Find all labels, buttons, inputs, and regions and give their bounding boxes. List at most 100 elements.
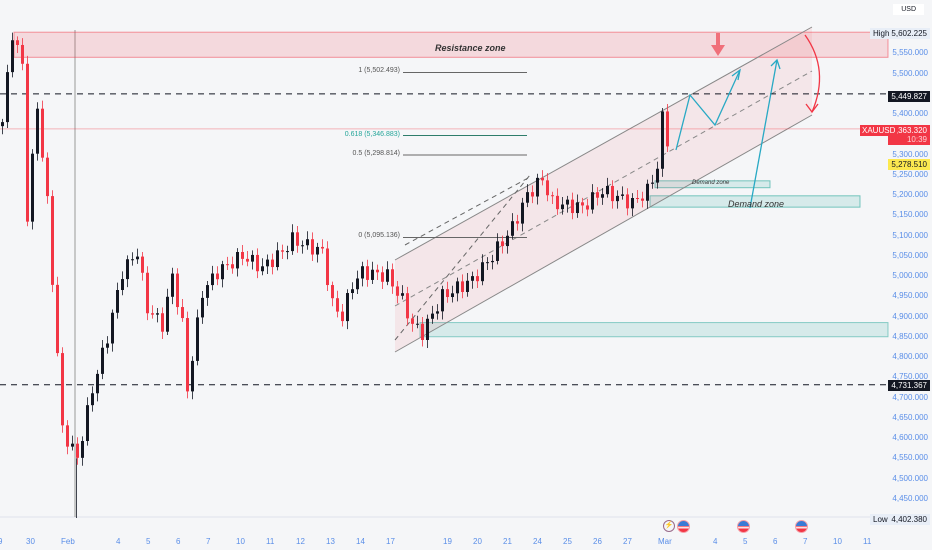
fib-level-label: 0.618 (5,346.883): [344, 130, 400, 138]
us-event-icon[interactable]: [795, 520, 808, 533]
candle-body: [461, 281, 464, 292]
level-upper-tag: 5,449.827: [888, 91, 930, 102]
candle-body: [291, 232, 294, 252]
candle-body: [201, 297, 204, 318]
candle-body: [126, 259, 129, 280]
event-flash-icon[interactable]: ⚡: [663, 520, 675, 532]
price-tick: 4,500.000: [892, 473, 928, 483]
candle-body: [531, 192, 534, 197]
candle-body: [336, 298, 339, 312]
candle-body: [356, 278, 359, 290]
candle-body: [581, 202, 584, 206]
price-tick: 5,550.000: [892, 48, 928, 58]
time-tick: 6: [773, 537, 778, 546]
resistance-zone-label: Resistance zone: [435, 43, 506, 53]
candle-body: [586, 205, 589, 210]
candle-body: [191, 360, 194, 392]
price-tick: 4,750.000: [892, 372, 928, 382]
demand-zone-small: [654, 180, 771, 189]
time-tick: 17: [386, 537, 395, 546]
candle-body: [16, 40, 19, 45]
candle-body: [321, 246, 324, 249]
price-tick: 4,850.000: [892, 331, 928, 341]
candle-body: [511, 221, 514, 236]
channel-upper: [394, 26, 813, 261]
time-tick: 11: [863, 537, 872, 546]
candle-body: [496, 241, 499, 261]
candle-body: [346, 293, 349, 322]
candle-body: [536, 177, 539, 197]
candle-body: [306, 239, 309, 246]
candle-body: [141, 256, 144, 273]
candle-body: [71, 443, 74, 447]
candle-body: [656, 168, 659, 183]
trend-dashed: [404, 176, 531, 246]
us-event-icon[interactable]: [677, 520, 690, 533]
candle-body: [621, 194, 624, 196]
candle-body: [326, 248, 329, 286]
demand-zone-small-label: Demand zone: [692, 180, 730, 186]
us-event-icon[interactable]: [737, 520, 750, 533]
candle-body: [551, 195, 554, 197]
price-tick: 4,450.000: [892, 493, 928, 503]
price-tick: 4,800.000: [892, 352, 928, 361]
candle-body: [251, 254, 254, 262]
price-tick: 5,050.000: [892, 250, 928, 260]
current-price-tag: 5,363.320 10:39: [888, 125, 930, 145]
price-tick: 5,150.000: [892, 210, 928, 220]
time-tick: 7: [206, 537, 211, 546]
price-tick: 5,500.000: [892, 68, 928, 78]
candle-body: [481, 262, 484, 282]
candle-body: [311, 239, 314, 255]
symbol-tag: XAUUSD: [860, 125, 898, 136]
currency-label[interactable]: USD: [893, 4, 924, 15]
yellow-price-tag: 5,278.510: [888, 159, 930, 170]
candle-body: [261, 266, 264, 272]
time-tick: 30: [26, 537, 35, 546]
candle-body: [246, 258, 249, 262]
candle-body: [561, 204, 564, 210]
candle-body: [406, 293, 409, 319]
candle-body: [86, 405, 89, 442]
candle-body: [411, 318, 414, 324]
candle-body: [491, 260, 494, 263]
candle-body: [341, 311, 344, 322]
candle-body: [171, 273, 174, 297]
reversal-arrow: [804, 34, 821, 113]
time-tick: 27: [623, 537, 632, 546]
time-tick: 13: [326, 537, 335, 546]
candle-body: [276, 250, 279, 268]
candle-body: [396, 286, 399, 296]
candle-body: [601, 194, 604, 198]
candle-body: [546, 180, 549, 196]
candle-body: [271, 259, 274, 268]
candle-body: [256, 254, 259, 272]
candle-body: [161, 313, 164, 332]
candle-body: [476, 276, 479, 282]
candle-body: [91, 393, 94, 406]
candle-body: [506, 235, 509, 247]
candle-body: [146, 272, 149, 314]
candle-body: [6, 72, 9, 123]
candle-body: [66, 425, 69, 447]
time-tick: 19: [443, 537, 452, 546]
price-tick: 5,000.000: [892, 271, 928, 280]
candle-body: [386, 269, 389, 282]
candle-body: [51, 196, 54, 285]
price-tick: 4,900.000: [892, 311, 928, 321]
candle-body: [241, 251, 244, 259]
candle-body: [101, 347, 104, 374]
candle-body: [156, 313, 159, 315]
candle-body: [376, 269, 379, 273]
candle-body: [136, 256, 139, 260]
candle-body: [206, 285, 209, 298]
channel-mid: [394, 70, 813, 307]
candle-body: [266, 259, 269, 267]
candle-body: [416, 323, 419, 325]
low-tag: Low 4,402.380: [870, 514, 930, 525]
candle-body: [436, 311, 439, 314]
candle-body: [151, 313, 154, 315]
time-tick: 6: [176, 537, 181, 546]
candle-body: [666, 111, 669, 147]
